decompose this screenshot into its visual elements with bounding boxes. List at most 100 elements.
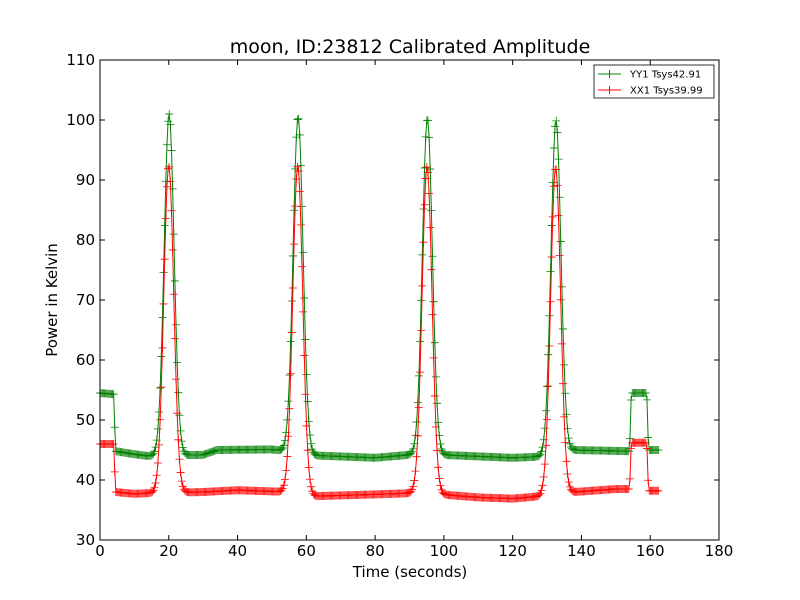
data-point: [544, 350, 553, 359]
data-point: [303, 446, 312, 455]
data-point: [294, 167, 303, 176]
x-tick-label: 20: [159, 542, 178, 560]
data-point: [302, 370, 311, 379]
data-point: [539, 473, 548, 482]
data-point: [181, 486, 190, 495]
data-point: [563, 469, 572, 478]
data-point: [168, 245, 177, 254]
data-point: [428, 252, 437, 261]
data-point: [166, 120, 175, 129]
data-point: [540, 460, 549, 469]
data-point: [161, 214, 170, 223]
data-point: [298, 262, 306, 271]
data-point: [155, 408, 164, 417]
data-point: [293, 162, 302, 171]
y-tick-label: 30: [76, 531, 95, 549]
data-point: [292, 133, 301, 142]
legend-marker-xx1: [605, 86, 614, 94]
data-point: [627, 444, 636, 453]
data-point: [299, 307, 308, 316]
data-point: [559, 379, 568, 388]
data-point: [553, 181, 562, 190]
data-point: [279, 481, 288, 490]
data-point: [290, 240, 299, 249]
data-point: [413, 398, 422, 407]
data-point: [164, 164, 173, 173]
data-point: [419, 238, 428, 247]
data-point: [307, 439, 316, 448]
data-point: [279, 441, 288, 450]
data-point: [547, 253, 556, 262]
data-point: [641, 389, 650, 397]
data-point: [177, 477, 186, 486]
data-point: [421, 132, 430, 141]
data-point: [292, 175, 301, 184]
data-point: [418, 281, 427, 290]
data-point: [209, 447, 218, 456]
series-line-0: [99, 113, 659, 459]
data-point: [291, 202, 300, 211]
data-point: [538, 443, 547, 452]
data-point: [654, 446, 663, 454]
legend: YY1 Tsys42.91 XX1 Tsys39.99: [593, 64, 715, 99]
data-point: [439, 449, 448, 458]
data-point: [160, 255, 169, 264]
data-point: [551, 122, 560, 131]
data-point: [411, 467, 420, 476]
data-point: [175, 455, 184, 464]
data-point: [561, 438, 570, 447]
data-point: [436, 481, 445, 490]
data-point: [159, 299, 168, 308]
data-point: [543, 382, 552, 391]
data-point: [150, 483, 159, 492]
data-point: [169, 230, 178, 239]
data-point: [433, 446, 442, 455]
data-point: [548, 178, 557, 187]
data-point: [155, 440, 164, 449]
data-point: [156, 415, 165, 424]
data-point: [560, 412, 569, 421]
y-tick-label: 80: [76, 231, 95, 249]
data-point: [109, 440, 118, 448]
data-point: [430, 391, 439, 400]
data-point: [625, 434, 634, 443]
data-point: [175, 411, 184, 420]
data-point: [159, 268, 168, 277]
data-point: [307, 482, 316, 491]
data-point: [555, 193, 564, 202]
y-tick-label: 110: [66, 51, 95, 69]
data-point: [419, 205, 428, 214]
data-point: [422, 163, 431, 172]
data-point: [416, 337, 425, 346]
data-point: [427, 206, 436, 215]
data-point: [148, 487, 157, 496]
data-point: [644, 433, 653, 442]
data-point: [288, 283, 297, 292]
data-point: [543, 415, 552, 424]
data-point: [548, 212, 557, 221]
data-point: [310, 449, 319, 458]
data-point: [301, 390, 310, 399]
data-point: [429, 297, 438, 306]
data-point: [546, 267, 555, 276]
data-point: [420, 200, 429, 209]
data-point: [280, 475, 289, 484]
y-tick-label: 40: [76, 471, 95, 489]
data-point: [412, 418, 421, 427]
data-point: [540, 424, 549, 433]
data-point: [421, 174, 430, 183]
data-point: [172, 320, 181, 329]
data-point: [545, 342, 554, 351]
data-point: [568, 486, 577, 495]
data-point: [277, 486, 286, 495]
data-point: [290, 206, 299, 215]
data-point: [149, 449, 158, 458]
data-point: [148, 450, 157, 459]
data-point: [206, 448, 215, 457]
data-point: [541, 441, 550, 450]
data-point: [564, 434, 573, 443]
legend-entry-xx1: XX1 Tsys39.99: [598, 86, 703, 97]
data-point: [644, 476, 653, 485]
data-point: [284, 397, 293, 406]
legend-label-xx1: XX1 Tsys39.99: [630, 86, 703, 97]
